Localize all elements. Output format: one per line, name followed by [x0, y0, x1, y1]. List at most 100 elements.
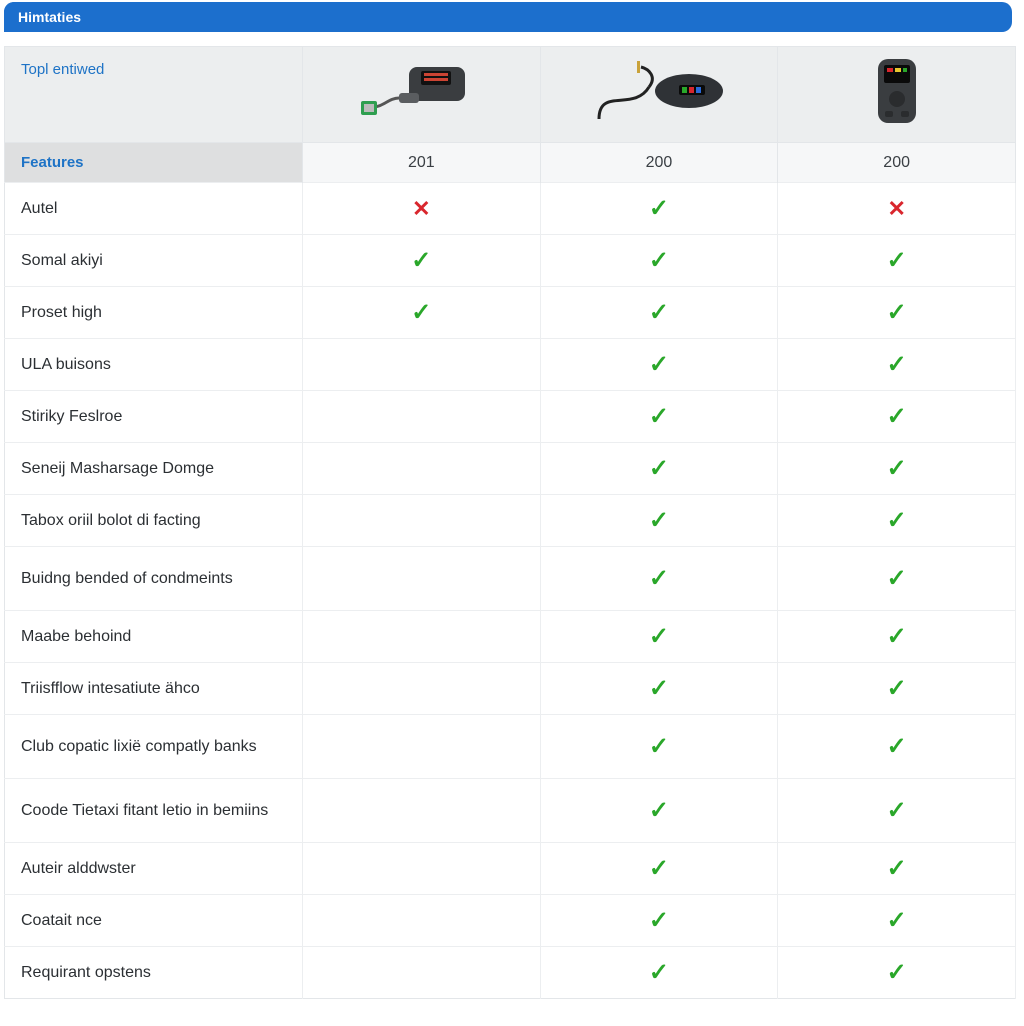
- feature-cell: [303, 843, 541, 895]
- feature-cell: ✓: [778, 287, 1016, 339]
- product-label-1: 201: [303, 143, 541, 183]
- check-icon: ✓: [649, 351, 669, 378]
- check-icon: ✓: [649, 907, 669, 934]
- check-icon: ✓: [649, 403, 669, 430]
- feature-cell: ✓: [778, 547, 1016, 611]
- check-icon: ✓: [887, 403, 907, 430]
- cabled-reader-icon: [579, 57, 739, 127]
- top-bar: Himtaties: [4, 2, 1012, 32]
- feature-cell: ✓: [778, 663, 1016, 715]
- feature-name: Club copatic lixië compatly banks: [5, 715, 303, 779]
- feature-cell: ✓: [778, 947, 1016, 999]
- table-row: Tabox oriil bolot di facting✓✓: [5, 495, 1016, 547]
- feature-cell: ✓: [778, 443, 1016, 495]
- table-row: Stiriky Feslroe✓✓: [5, 391, 1016, 443]
- check-icon: ✓: [649, 623, 669, 650]
- check-icon: ✓: [887, 797, 907, 824]
- feature-cell: ✓: [778, 495, 1016, 547]
- feature-cell: ✓: [540, 287, 778, 339]
- feature-cell: ✓: [540, 843, 778, 895]
- feature-cell: ✓: [540, 895, 778, 947]
- check-icon: ✓: [887, 733, 907, 760]
- feature-cell: ✓: [540, 611, 778, 663]
- table-body: Autel✕✓✕Somal akiyi✓✓✓Proset high✓✓✓ULA …: [5, 183, 1016, 999]
- feature-cell: ✓: [540, 495, 778, 547]
- feature-cell: ✓: [778, 391, 1016, 443]
- feature-cell: [303, 715, 541, 779]
- feature-name: Somal akiyi: [5, 235, 303, 287]
- cross-icon: ✕: [887, 196, 905, 221]
- check-icon: ✓: [887, 247, 907, 274]
- feature-cell: [303, 495, 541, 547]
- table-row: Coatait nce ✓ ✓: [5, 895, 1016, 947]
- handheld-device-icon: [852, 55, 942, 129]
- product-label-3: 200: [778, 143, 1016, 183]
- feature-name: Coatait nce: [5, 895, 303, 947]
- feature-cell: ✓: [778, 611, 1016, 663]
- comparison-table: Topl entiwed: [4, 46, 1016, 999]
- check-icon: ✓: [649, 247, 669, 274]
- feature-cell: ✓: [778, 895, 1016, 947]
- feature-name: Requirant opstens: [5, 947, 303, 999]
- feature-cell: [303, 443, 541, 495]
- header-row-labels: Features 201 200 200: [5, 143, 1016, 183]
- feature-name: Proset high: [5, 287, 303, 339]
- check-icon: ✓: [649, 733, 669, 760]
- table-row: Maabe behoind ✓ ✓: [5, 611, 1016, 663]
- table-row: Requirant opstens ✓ ✓: [5, 947, 1016, 999]
- feature-cell: [303, 339, 541, 391]
- feature-cell: [303, 663, 541, 715]
- product-image-3: [778, 47, 1016, 143]
- feature-cell: [303, 895, 541, 947]
- feature-cell: ✓: [540, 779, 778, 843]
- features-heading: Features: [5, 143, 303, 183]
- scanner-with-adapter-icon: [351, 57, 491, 127]
- feature-name: Maabe behoind: [5, 611, 303, 663]
- feature-cell: ✓: [540, 547, 778, 611]
- feature-cell: ✕: [303, 183, 541, 235]
- check-icon: ✓: [887, 675, 907, 702]
- cross-icon: ✕: [412, 196, 430, 221]
- check-icon: ✓: [649, 455, 669, 482]
- top-tab[interactable]: Himtaties: [4, 2, 103, 32]
- check-icon: ✓: [887, 507, 907, 534]
- feature-cell: [303, 611, 541, 663]
- table-row: Somal akiyi ✓ ✓ ✓: [5, 235, 1016, 287]
- feature-cell: ✓: [540, 235, 778, 287]
- check-icon: ✓: [411, 247, 431, 274]
- check-icon: ✓: [411, 299, 431, 326]
- feature-cell: ✓: [540, 663, 778, 715]
- feature-cell: ✓: [778, 779, 1016, 843]
- table-row: Autel ✕ ✓ ✕: [5, 183, 1016, 235]
- check-icon: ✓: [887, 907, 907, 934]
- feature-cell: ✓: [540, 339, 778, 391]
- feature-cell: ✓: [540, 443, 778, 495]
- check-icon: ✓: [887, 299, 907, 326]
- feature-cell: ✓: [778, 715, 1016, 779]
- check-icon: ✓: [887, 351, 907, 378]
- feature-name: Buidng bended of condmeints: [5, 547, 303, 611]
- header-top-left-label: Topl entiwed: [5, 47, 303, 143]
- feature-cell: ✓: [540, 183, 778, 235]
- check-icon: ✓: [649, 797, 669, 824]
- feature-cell: ✓: [303, 235, 541, 287]
- check-icon: ✓: [649, 565, 669, 592]
- feature-cell: [303, 947, 541, 999]
- table-row: Proset high ✓ ✓ ✓: [5, 287, 1016, 339]
- page: Himtaties Topl entiwed: [0, 2, 1024, 999]
- feature-cell: ✕: [778, 183, 1016, 235]
- check-icon: ✓: [649, 675, 669, 702]
- feature-cell: [303, 779, 541, 843]
- product-image-2: [540, 47, 778, 143]
- feature-name: Autel: [5, 183, 303, 235]
- feature-cell: ✓: [540, 947, 778, 999]
- check-icon: ✓: [887, 455, 907, 482]
- check-icon: ✓: [887, 855, 907, 882]
- check-icon: ✓: [649, 959, 669, 986]
- feature-cell: ✓: [540, 391, 778, 443]
- product-image-1: [303, 47, 541, 143]
- check-icon: ✓: [887, 623, 907, 650]
- feature-cell: ✓: [778, 235, 1016, 287]
- product-label-2: 200: [540, 143, 778, 183]
- check-icon: ✓: [649, 507, 669, 534]
